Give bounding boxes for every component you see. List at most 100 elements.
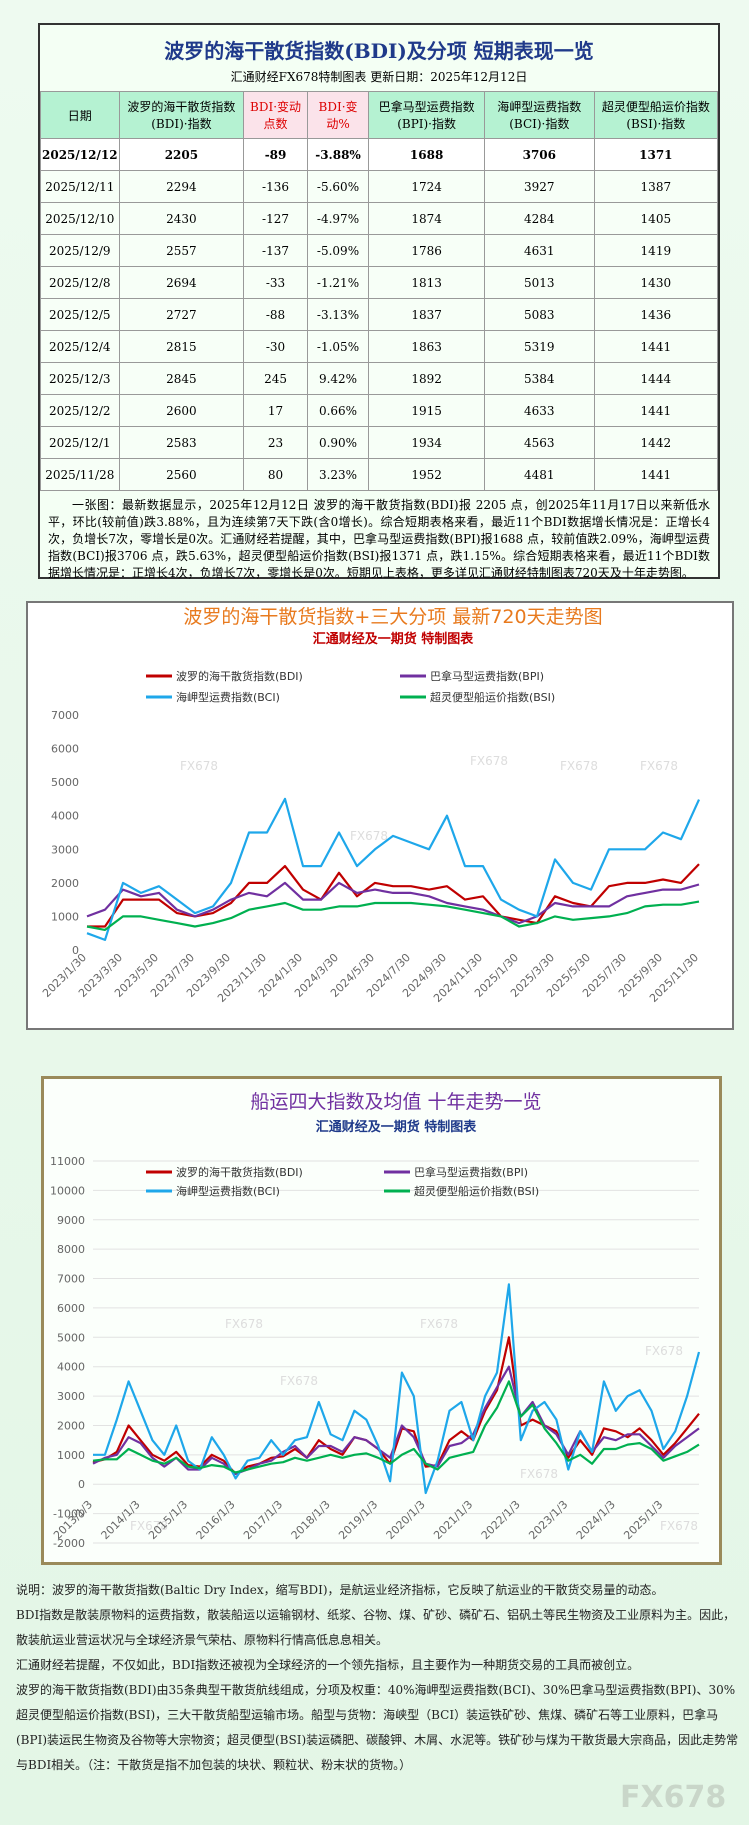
y-tick-label: 7000 [57,1273,85,1286]
watermark: FX678 [180,759,218,773]
y-tick-label: 2000 [57,1419,85,1432]
series-line [92,1380,700,1474]
table-cell: 2600 [118,394,245,427]
y-tick-label: -2000 [53,1537,85,1550]
table-cell: -3.88% [306,138,370,171]
table-cell: -88 [243,298,308,331]
note-paragraph: 波罗的海干散货指数(BDI)由35条典型干散货航线组成，分项及权重：40%海岬型… [16,1683,739,1772]
y-tick-label: 8000 [57,1243,85,1256]
table-cell: 2025/12/9 [40,234,120,267]
table-cell: 1688 [368,138,485,171]
table-cell: 4633 [483,394,595,427]
x-tick-label: 2017/1/3 [241,1498,285,1542]
column-header: BDI·变动点数 [243,91,308,139]
watermark: FX678 [280,1374,318,1388]
legend-label: 波罗的海干散货指数(BDI) [176,1165,303,1179]
series-line [86,881,700,925]
legend-label: 巴拿马型运费指数(BPI) [430,669,544,683]
table-cell: 1442 [593,426,719,459]
table-cell: 2557 [118,234,245,267]
y-tick-label: 6000 [51,743,79,756]
table-cell: 2025/12/4 [40,330,120,363]
table-cell: 1371 [593,138,719,171]
y-tick-label: 6000 [57,1302,85,1315]
chart-frame [26,601,734,1030]
watermark: FX678 [225,1317,263,1331]
y-tick-label: 5000 [57,1331,85,1344]
table-row: 2025/12/5 2727 -88 -3.13% 1837 5083 1436 [40,298,719,331]
table-cell: 2583 [118,426,245,459]
table-cell: 1387 [593,170,719,203]
chart-subtitle: 汇通财经及一期货 特制图表 [316,1119,478,1135]
legend-label: 超灵便型船运价指数(BSI) [414,1184,539,1198]
table-cell: -5.60% [306,170,370,203]
table-cell: 0.66% [306,394,370,427]
table-cell: 5013 [483,266,595,299]
table-cell: 1441 [593,330,719,363]
table-cell: 2025/12/5 [40,298,120,331]
series-line [93,1283,701,1495]
table-cell: 1444 [593,362,719,395]
table-cell: 9.42% [306,362,370,395]
chart-title: 波罗的海干散货指数+三大分项 最新720天走势图 [183,606,602,628]
watermark: FX678 [350,829,388,843]
watermark: FX678 [470,754,508,768]
watermark: FX678 [660,1519,698,1533]
table-cell: -4.97% [306,202,370,235]
watermark: FX678 [640,759,678,773]
y-tick-label: 9000 [57,1214,85,1227]
table-cell: 2845 [118,362,245,395]
table-cell: 5384 [483,362,595,395]
summary-panel: 波罗的海干散货指数(BDI)及分项 短期表现一览 汇通财经FX678特制图表 更… [38,23,720,580]
table-cell: 1436 [593,298,719,331]
table-cell: -1.05% [306,330,370,363]
table-cell: 1934 [368,426,485,459]
watermark: FX678 [420,1317,458,1331]
series-line [86,797,701,941]
table-cell: 80 [243,458,308,491]
table-cell: 2294 [118,170,245,203]
title: 波罗的海干散货指数(BDI)及分项 短期表现一览 [164,39,594,63]
table-cell: -89 [243,138,308,171]
table-cell: 2025/12/1 [40,426,120,459]
watermark: FX678 [560,759,598,773]
table-row: 2025/12/2 2600 17 0.66% 1915 4633 1441 [40,394,719,427]
chart-subtitle: 汇通财经及一期货 特制图表 [313,631,475,647]
series-line [86,900,700,931]
y-tick-label: 1000 [57,1449,85,1462]
y-tick-label: 7000 [51,709,79,722]
table-cell: 4481 [483,458,595,491]
y-tick-label: 5000 [51,776,79,789]
y-tick-label: 11000 [50,1155,85,1168]
x-tick-label: 2016/1/3 [194,1498,238,1542]
x-tick-label: 2024/1/3 [574,1498,618,1542]
column-header: 海岬型运费指数(BCI)·指数 [483,91,595,139]
notes: 说明：波罗的海干散货指数(Baltic Dry Index，缩写BDI)，是航运… [16,1578,742,1778]
table-row: 2025/12/8 2694 -33 -1.21% 1813 5013 1430 [40,266,719,299]
table-cell: 1786 [368,234,485,267]
table-cell: 3.23% [306,458,370,491]
y-tick-label: 4000 [51,810,79,823]
table-cell: -136 [243,170,308,203]
note-paragraph: 说明：波罗的海干散货指数(Baltic Dry Index，缩写BDI)，是航运… [16,1583,664,1597]
table-cell: -1.21% [306,266,370,299]
table-cell: 3706 [483,138,595,171]
table-row: 2025/12/9 2557 -137 -5.09% 1786 4631 1419 [40,234,719,267]
x-tick-label: 2020/1/3 [384,1498,428,1542]
y-tick-label: 1000 [51,910,79,923]
table-cell: 1892 [368,362,485,395]
table-cell: -127 [243,202,308,235]
watermark: FX678 [130,1519,168,1533]
y-tick-label: 2000 [51,877,79,890]
table-cell: 1952 [368,458,485,491]
table-cell: 1441 [593,394,719,427]
table-cell: 4631 [483,234,595,267]
table-cell: 1813 [368,266,485,299]
watermark: FX678 [620,1780,727,1815]
table-cell: 2025/11/28 [40,458,120,491]
table-cell: -30 [243,330,308,363]
note-paragraph: BDI指数是散装原物料的运费指数，散装船运以运输钢材、纸浆、谷物、煤、矿砂、磷矿… [16,1608,736,1647]
table-cell: 2025/12/10 [40,202,120,235]
table-cell: 1419 [593,234,719,267]
table-cell: 1441 [593,458,719,491]
